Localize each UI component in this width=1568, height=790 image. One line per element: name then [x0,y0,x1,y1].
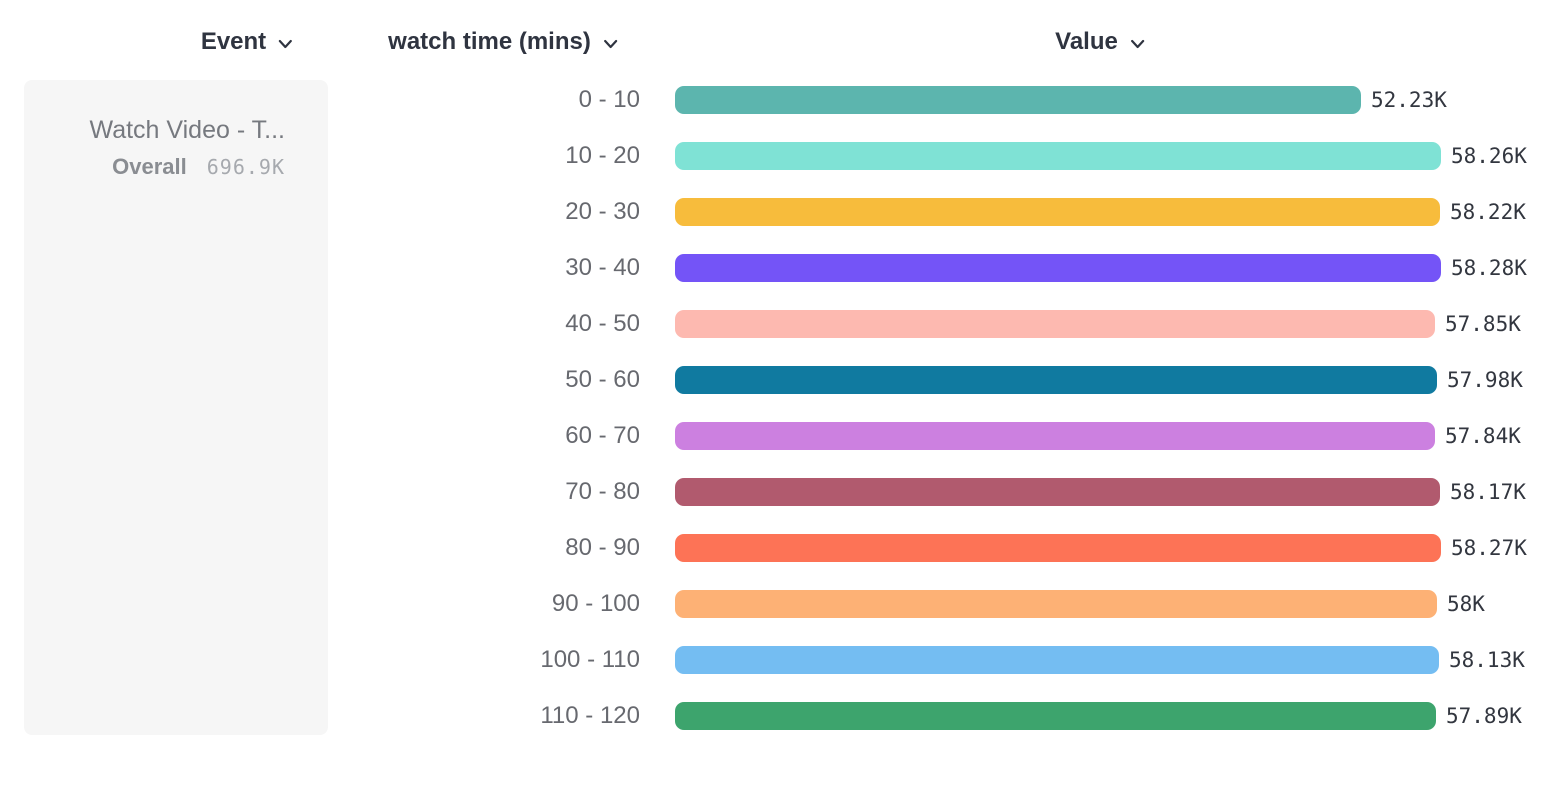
bar-row: 90 - 100 58K [530,576,1568,632]
bar[interactable] [675,198,1440,226]
bar-row: 60 - 70 57.84K [530,408,1568,464]
column-header-event-label: Event [200,28,267,55]
bar[interactable] [675,142,1441,170]
bar-value-label: 58.13K [1449,648,1525,672]
bar[interactable] [675,534,1441,562]
column-header-event[interactable]: Event [201,27,293,57]
bar-row: 0 - 10 52.23K [530,72,1568,128]
bar[interactable] [675,310,1435,338]
bar-value-label: 57.89K [1446,704,1522,728]
overall-value: 696.9K [206,155,285,179]
chevron-down-icon [603,39,618,49]
bar-value-label: 58.22K [1450,200,1526,224]
chevron-down-icon [1130,39,1145,49]
event-title: Watch Video - T... [89,116,285,144]
bar-category-label: 110 - 120 [540,702,640,729]
bar[interactable] [675,478,1440,506]
bar-value-label: 58.28K [1451,256,1527,280]
bar-value-label: 57.98K [1447,368,1523,392]
bar-category-label: 70 - 80 [565,478,640,505]
bar[interactable] [675,366,1437,394]
bar-category-label: 40 - 50 [565,310,640,337]
bar-value-label: 57.84K [1445,424,1521,448]
bar-category-label: 20 - 30 [565,198,640,225]
bar-value-label: 52.23K [1371,88,1447,112]
bar-row: 10 - 20 58.26K [530,128,1568,184]
bar[interactable] [675,254,1441,282]
overall-label: Overall [112,154,187,179]
bar-row: 100 - 110 58.13K [530,632,1568,688]
bar-row: 70 - 80 58.17K [530,464,1568,520]
bar-category-label: 60 - 70 [565,422,640,449]
bar-value-label: 58.27K [1451,536,1527,560]
bar-category-label: 10 - 20 [565,142,640,169]
bar-category-label: 50 - 60 [565,366,640,393]
bar[interactable] [675,590,1437,618]
bar-category-label: 30 - 40 [565,254,640,281]
event-legend-content: Watch Video - T... Overall 696.9K [90,115,285,180]
bar-row: 30 - 40 58.28K [530,240,1568,296]
bar-value-label: 58K [1447,592,1485,616]
bar-row: 20 - 30 58.22K [530,184,1568,240]
bar-row: 110 - 120 57.89K [530,688,1568,744]
bar-value-label: 58.17K [1450,480,1526,504]
bar-row: 40 - 50 57.85K [530,296,1568,352]
chevron-down-icon [278,39,293,49]
bar-value-label: 58.26K [1451,144,1527,168]
column-header-watch-time[interactable]: watch time (mins) [388,27,618,57]
event-legend-card[interactable]: Watch Video - T... Overall 696.9K [24,80,328,735]
bar-chart: 0 - 10 52.23K 10 - 20 58.26K 20 - 30 58.… [530,72,1568,744]
bar[interactable] [675,646,1439,674]
bar-row: 50 - 60 57.98K [530,352,1568,408]
bar-row: 80 - 90 58.27K [530,520,1568,576]
bar-category-label: 90 - 100 [551,590,640,617]
bar-value-label: 57.85K [1445,312,1521,336]
overall-line: Overall 696.9K [90,154,285,180]
bar[interactable] [675,86,1361,114]
bar-category-label: 0 - 10 [578,86,640,113]
column-header-watch-time-label: watch time (mins) [388,28,591,55]
column-header-value-label: Value [1055,28,1118,55]
bar[interactable] [675,422,1435,450]
column-header-value[interactable]: Value [1055,27,1145,57]
bar-category-label: 80 - 90 [565,534,640,561]
bar[interactable] [675,702,1436,730]
bar-category-label: 100 - 110 [540,646,640,673]
